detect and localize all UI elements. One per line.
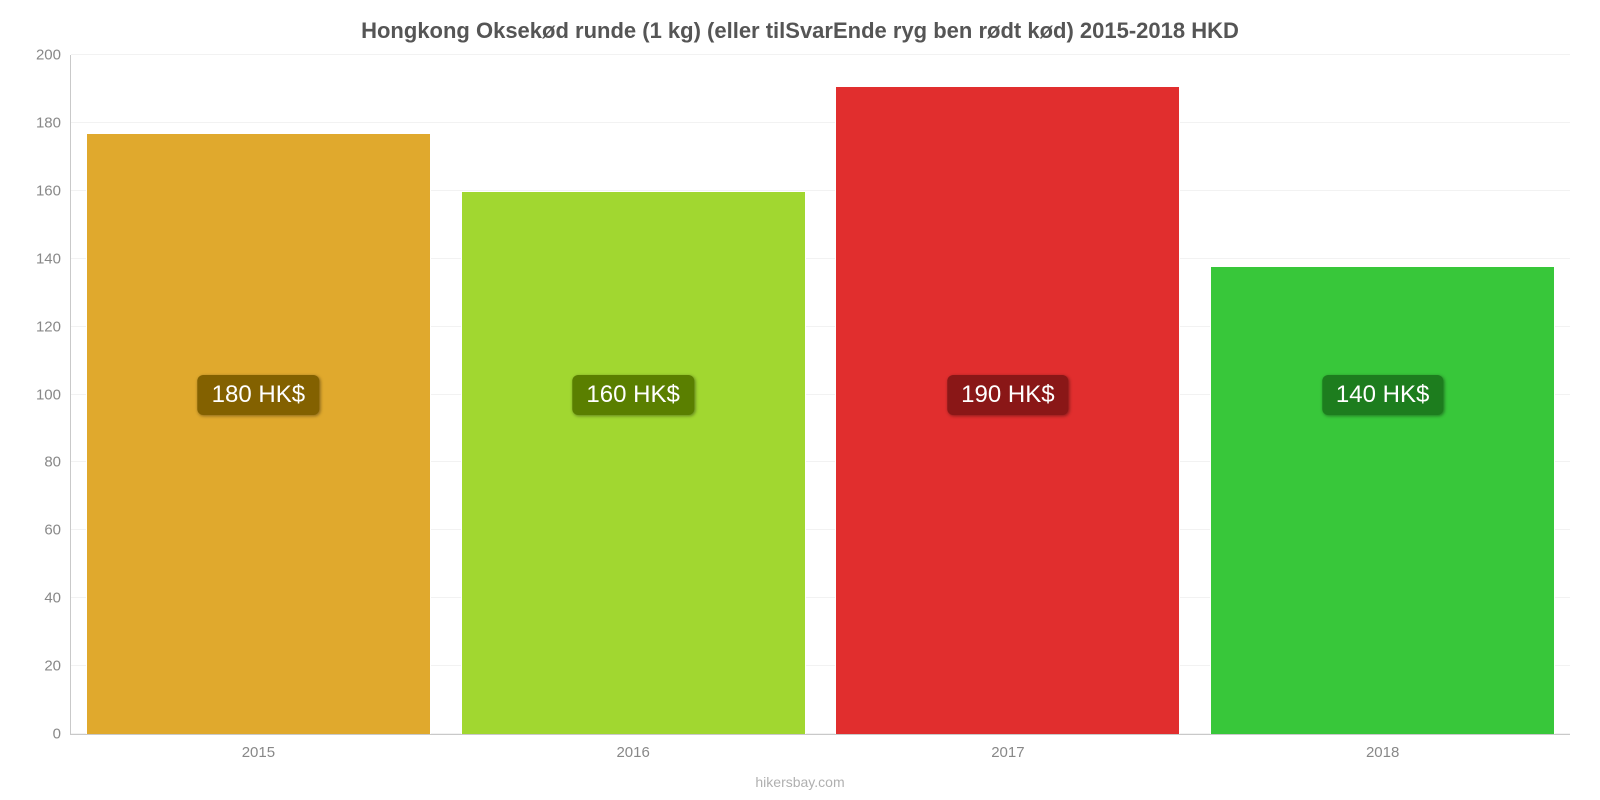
y-tick-label: 100: [36, 386, 71, 403]
y-tick-label: 140: [36, 250, 71, 267]
y-tick-label: 60: [44, 522, 71, 539]
x-tick-label: 2015: [242, 734, 275, 761]
bar-2018: 140 HK$: [1210, 266, 1555, 735]
x-tick-label: 2017: [991, 734, 1024, 761]
plot-area: 0 20 40 60 80 100 120 140 160 180 200: [70, 55, 1570, 735]
bar-slot: 140 HK$ 2018: [1195, 55, 1570, 734]
bar-2016: 160 HK$: [461, 191, 806, 734]
y-tick-label: 200: [36, 47, 71, 64]
value-badge: 190 HK$: [947, 375, 1068, 415]
y-tick-label: 180: [36, 114, 71, 131]
y-tick-label: 160: [36, 182, 71, 199]
price-bar-chart: Hongkong Oksekød runde (1 kg) (eller til…: [0, 0, 1600, 800]
y-tick-label: 40: [44, 590, 71, 607]
y-tick-label: 120: [36, 318, 71, 335]
bar-2015: 180 HK$: [86, 133, 431, 734]
chart-footer: hikersbay.com: [0, 774, 1600, 790]
y-tick-label: 0: [53, 726, 71, 743]
value-badge: 140 HK$: [1322, 375, 1443, 415]
y-tick-label: 80: [44, 454, 71, 471]
bar-slot: 190 HK$ 2017: [821, 55, 1196, 734]
bar-slot: 180 HK$ 2015: [71, 55, 446, 734]
value-badge: 180 HK$: [198, 375, 319, 415]
bar-slot: 160 HK$ 2016: [446, 55, 821, 734]
value-badge: 160 HK$: [572, 375, 693, 415]
bar-2017: 190 HK$: [835, 86, 1180, 734]
x-tick-label: 2018: [1366, 734, 1399, 761]
x-tick-label: 2016: [616, 734, 649, 761]
y-tick-label: 20: [44, 658, 71, 675]
chart-title: Hongkong Oksekød runde (1 kg) (eller til…: [0, 18, 1600, 44]
bars-container: 180 HK$ 2015 160 HK$ 2016 190 HK$ 2017 1…: [71, 55, 1570, 734]
